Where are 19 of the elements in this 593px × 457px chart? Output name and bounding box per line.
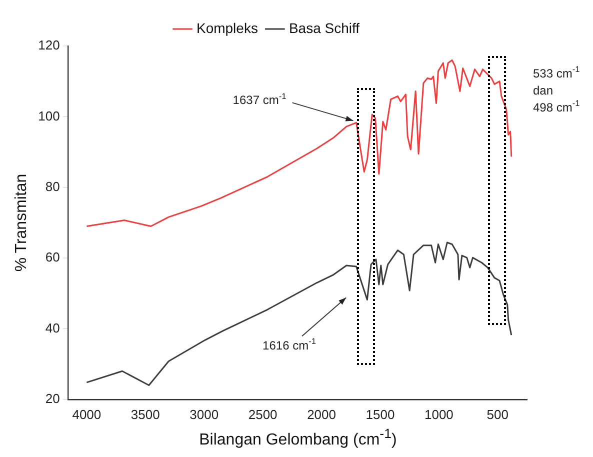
x-tick-label: 3000 xyxy=(190,406,219,422)
y-tick-label: 100 xyxy=(38,108,60,124)
legend-label: Kompleks xyxy=(196,20,258,36)
x-tick-label: 4000 xyxy=(72,406,102,422)
y-tick-label: 120 xyxy=(38,38,60,53)
x-tick-label: 3500 xyxy=(130,406,160,422)
x-tick-label: 500 xyxy=(486,406,508,422)
y-tick-label: 40 xyxy=(45,320,60,336)
y-tick-label: 80 xyxy=(45,178,60,194)
x-tick-label: 1000 xyxy=(424,406,454,422)
legend-label: Basa Schiff xyxy=(288,20,360,36)
x-tick-label: 2500 xyxy=(248,406,278,422)
text: dan xyxy=(533,83,554,98)
x-axis-title: Bilangan Gelombang (cm$^{-1}$) xyxy=(198,426,398,450)
y-tick-label: 20 xyxy=(45,390,60,406)
y-axis-title: % Transmitan xyxy=(13,174,30,272)
y-tick-label: 60 xyxy=(45,250,60,265)
x-tick-label: 1500 xyxy=(366,406,395,422)
x-tick-label: 2000 xyxy=(307,406,336,422)
